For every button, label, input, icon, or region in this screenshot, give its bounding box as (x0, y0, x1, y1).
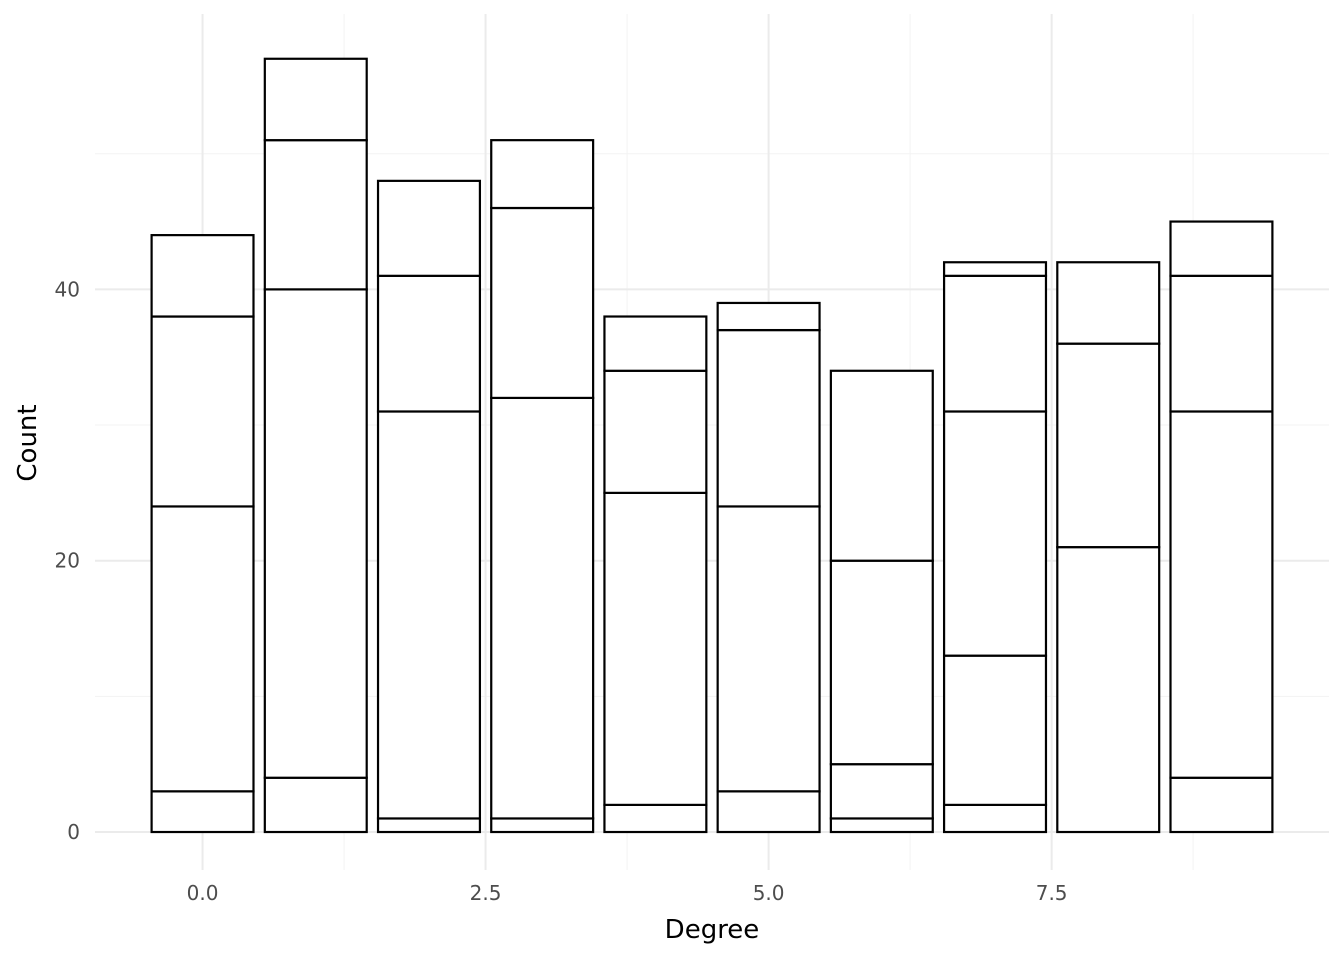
y-tick-label: 20 (55, 549, 80, 573)
bar-segment (376, 817, 482, 834)
bar-segment (376, 410, 482, 820)
bars-layer (150, 57, 1274, 834)
bar-segment (1169, 220, 1274, 277)
bar-segment (829, 763, 934, 820)
bar-segment (263, 139, 368, 291)
bar-segment (716, 301, 821, 332)
bar-group (603, 315, 708, 834)
bar-group (942, 261, 1048, 834)
x-tick-label: 5.0 (753, 881, 785, 905)
bar-segment (376, 179, 482, 277)
bar-segment (263, 57, 368, 142)
bar-group (829, 369, 934, 834)
x-tick-label: 7.5 (1036, 881, 1068, 905)
bar-segment (1056, 261, 1161, 345)
y-axis-ticks: 0 20 40 (55, 277, 80, 844)
bar-segment (829, 369, 934, 562)
bar-segment (376, 274, 482, 413)
bar-group (150, 234, 255, 834)
bar-segment (603, 315, 708, 372)
bar-segment (1056, 546, 1161, 834)
bar-group (1169, 220, 1274, 834)
bar-segment (1056, 342, 1161, 549)
bar-segment (829, 817, 934, 834)
bar-segment (490, 139, 595, 210)
x-axis-ticks: 0.0 2.5 5.0 7.5 (187, 881, 1068, 905)
y-tick-label: 40 (55, 277, 80, 301)
bar-segment (603, 803, 708, 834)
bar-group (1056, 261, 1161, 834)
bar-segment (942, 261, 1048, 277)
bar-segment (1169, 410, 1274, 779)
bar-segment (716, 505, 821, 793)
bar-segment (490, 396, 595, 820)
bar-segment (942, 803, 1048, 834)
bar-segment (1169, 776, 1274, 834)
x-tick-label: 0.0 (187, 881, 219, 905)
bar-segment (603, 491, 708, 806)
bar-segment (490, 206, 595, 400)
x-tick-label: 2.5 (470, 881, 502, 905)
bar-segment (150, 505, 255, 793)
y-tick-label: 0 (67, 820, 80, 844)
bar-segment (603, 369, 708, 494)
y-axis-title: Count (13, 404, 43, 481)
bar-segment (829, 559, 934, 766)
bar-segment (942, 410, 1048, 657)
bar-group (716, 301, 821, 834)
bar-segment (942, 274, 1048, 413)
bar-segment (263, 776, 368, 834)
bar-group (490, 139, 595, 834)
bar-segment (1169, 274, 1274, 413)
bar-segment (150, 234, 255, 318)
bar-segment (263, 288, 368, 779)
bar-segment (942, 654, 1048, 806)
x-axis-title: Degree (665, 915, 760, 945)
bar-segment (490, 817, 595, 834)
bar-group (263, 57, 368, 834)
bar-segment (716, 328, 821, 508)
bar-segment (150, 790, 255, 834)
bar-segment (150, 315, 255, 508)
bar-group (376, 179, 482, 834)
bar-segment (716, 790, 821, 834)
